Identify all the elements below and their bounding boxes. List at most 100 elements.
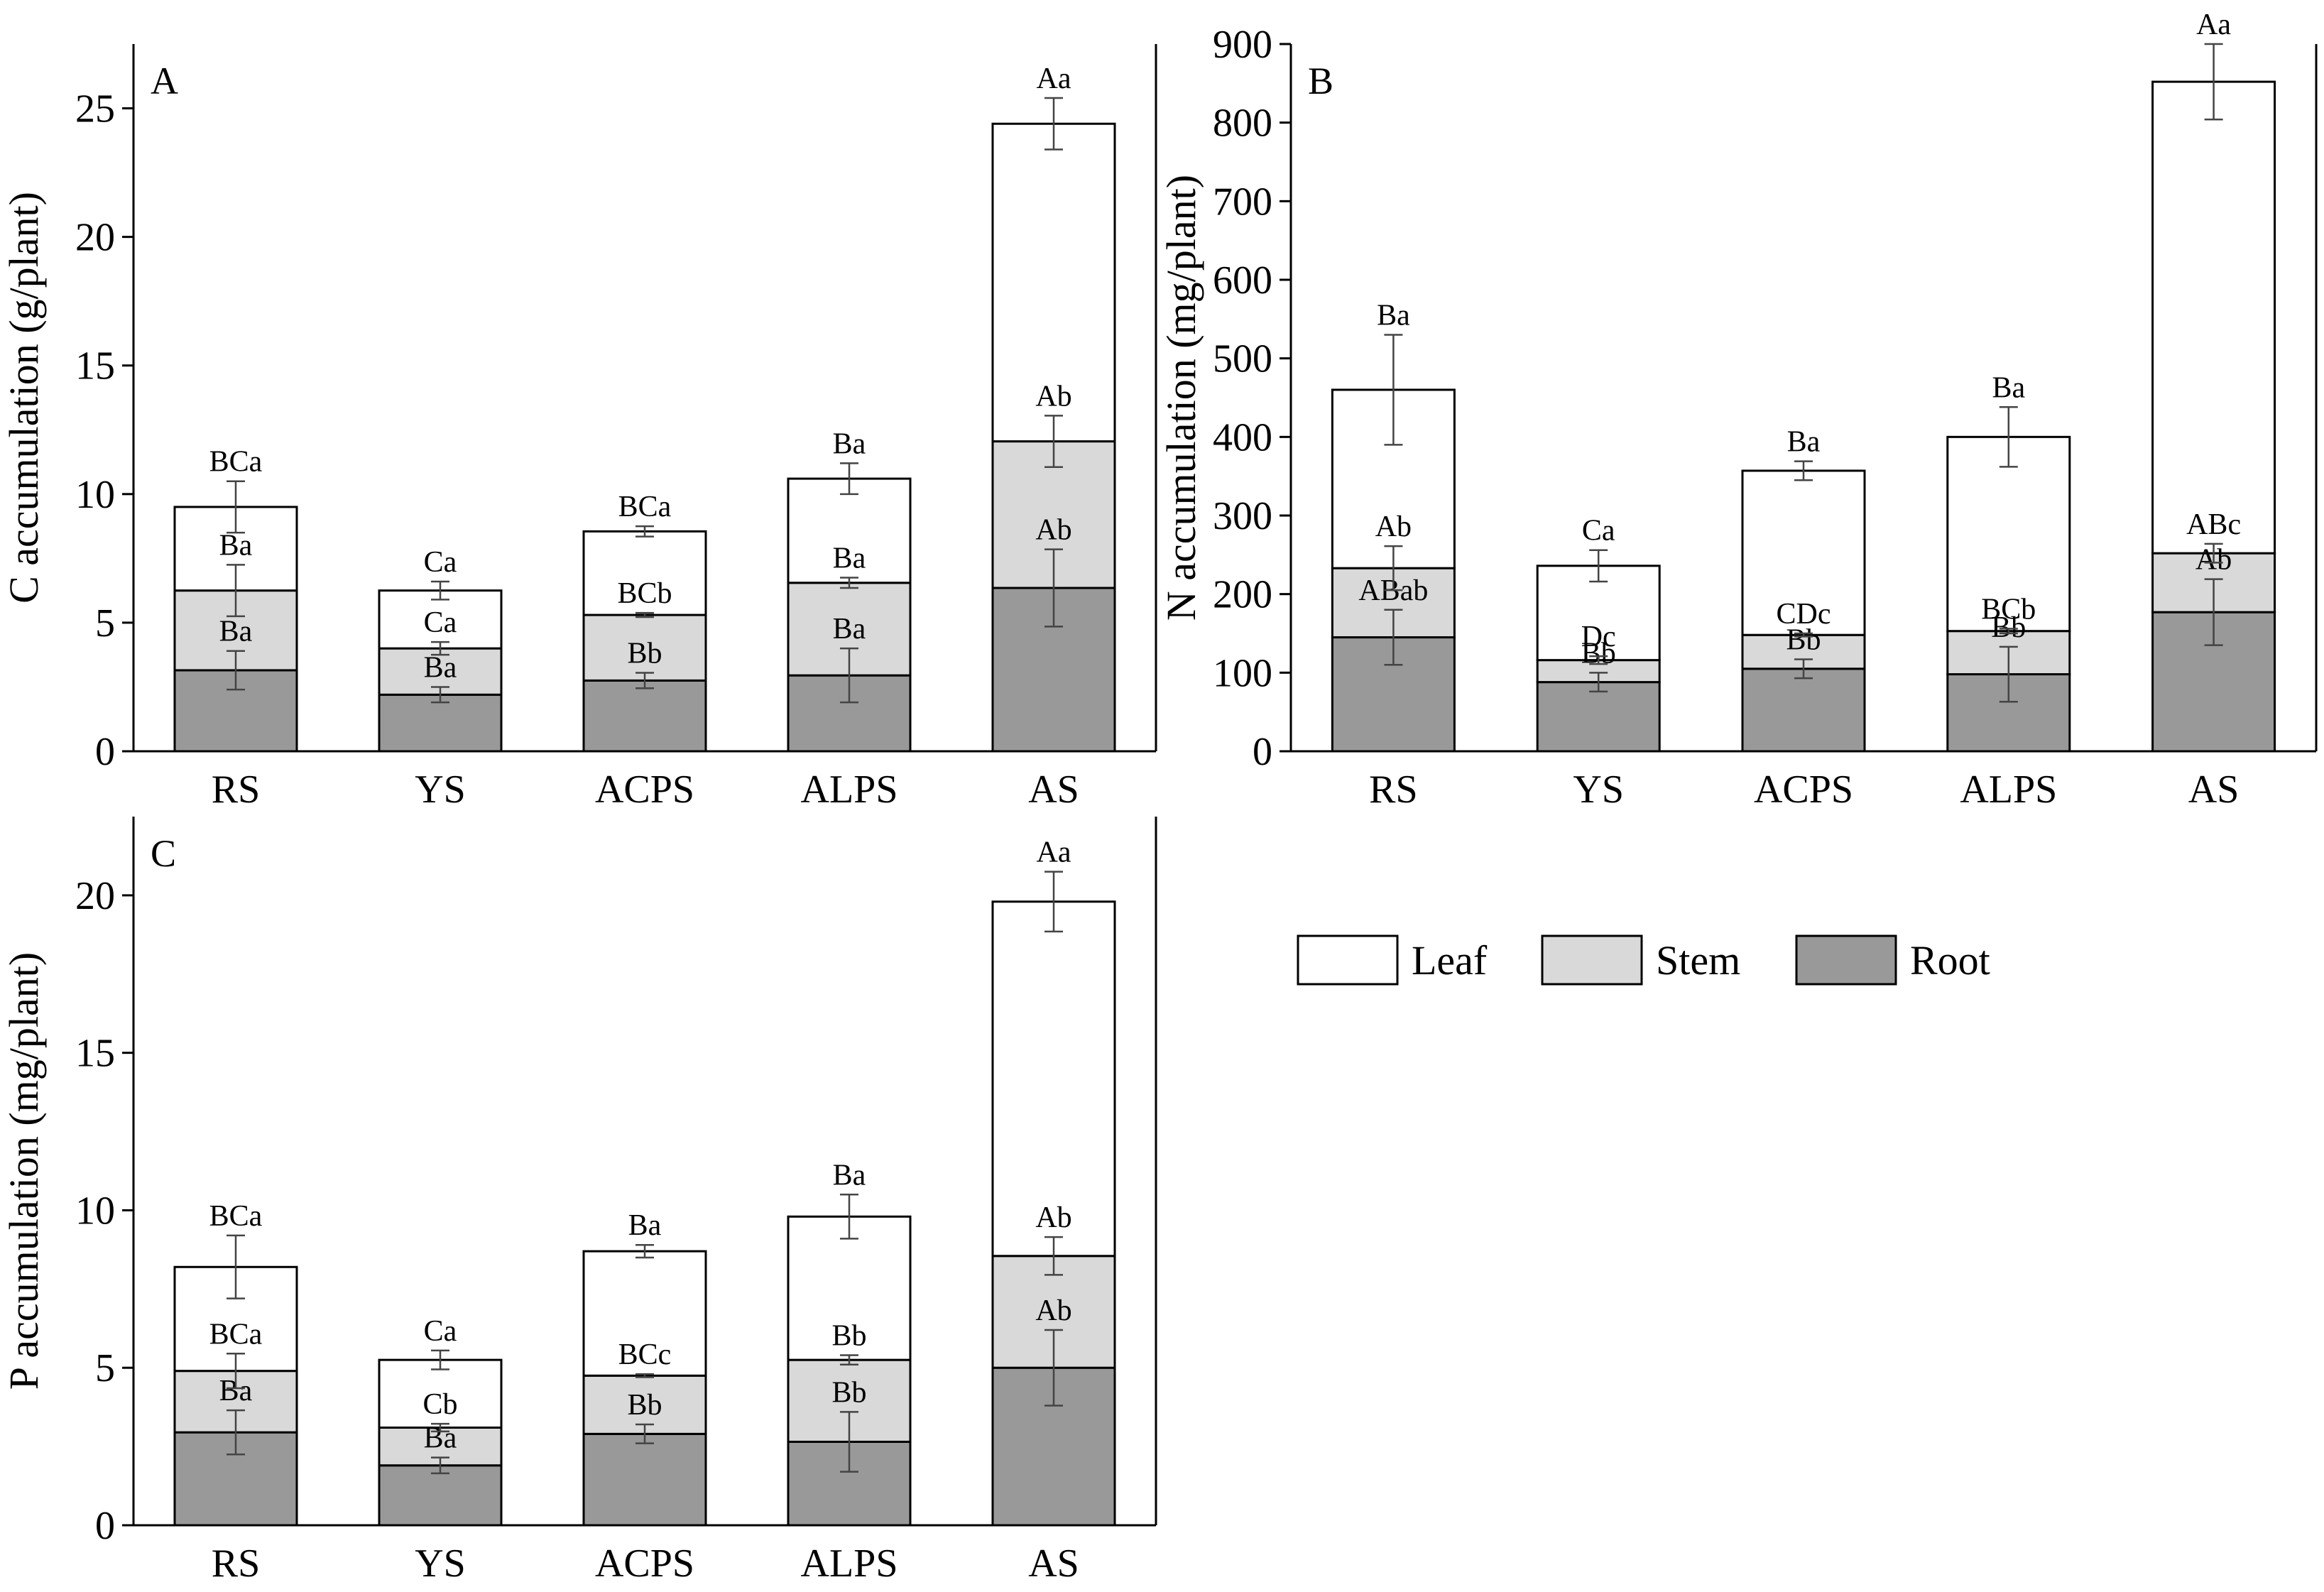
error-bar-stem-acps <box>635 611 654 618</box>
error-bar-root-ys <box>431 686 449 704</box>
y-tick-label: 25 <box>75 87 115 131</box>
sig-label-leaf-ys: Ca <box>1582 515 1615 547</box>
error-bar-stem-rs <box>1384 545 1403 591</box>
sig-label-leaf-acps: Ba <box>628 1209 662 1242</box>
y-tick-label: 0 <box>95 730 115 774</box>
error-bar-stem-as <box>1044 415 1063 469</box>
error-bar-stem-acps <box>1794 632 1813 638</box>
bar-root-as <box>2151 611 2276 753</box>
legend-item-leaf: Leaf <box>1297 934 1488 986</box>
error-bar-leaf-acps <box>1794 460 1813 481</box>
sig-label-root-alps: Bb <box>1991 611 2026 644</box>
error-bar-stem-ys <box>1589 655 1608 665</box>
error-bar-root-as <box>1044 1329 1063 1407</box>
x-tick-label-alps: ALPS <box>1960 768 2057 812</box>
sig-label-stem-as: ABc <box>2186 508 2241 541</box>
sig-label-leaf-alps: Ba <box>833 427 866 460</box>
sig-label-root-acps: Bb <box>627 638 662 670</box>
sig-label-root-alps: Ba <box>833 613 866 645</box>
y-tick-label: 15 <box>75 344 115 388</box>
sig-label-leaf-acps: BCa <box>618 491 672 523</box>
chart-panel-a: Ba Ba BCa Ba Ca Ca Bb BCb BCa Ba Ba Ba Ab Ab Aa 0 5 10 15 2… <box>1 44 1157 812</box>
sig-label-stem-acps: BCc <box>618 1339 672 1371</box>
error-bar-root-alps <box>1999 645 2018 703</box>
sig-label-leaf-alps: Ba <box>1992 371 2025 404</box>
error-bar-leaf-ys <box>431 580 449 601</box>
error-bar-leaf-ys <box>1589 549 1608 583</box>
y-tick-label: 20 <box>75 216 115 260</box>
x-tick-label-ys: YS <box>1573 768 1624 812</box>
sig-label-root-acps: Bb <box>1786 624 1821 657</box>
legend-label-leaf: Leaf <box>1412 937 1488 983</box>
bar-leaf-alps <box>787 477 912 584</box>
y-tick-label: 15 <box>75 1032 115 1076</box>
error-bar-root-acps <box>635 672 654 689</box>
sig-label-leaf-as: Aa <box>1037 836 1071 869</box>
error-bar-leaf-as <box>1044 97 1063 151</box>
error-bar-stem-acps <box>635 1373 654 1378</box>
y-tick-label: 500 <box>1213 337 1272 381</box>
legend: Leaf Stem Root <box>1297 934 1990 986</box>
bar-root-acps <box>582 1432 707 1527</box>
legend-label-stem: Stem <box>1656 937 1740 983</box>
bar-root-acps <box>582 679 707 753</box>
y-tick-label: 400 <box>1213 415 1272 459</box>
sig-label-stem-as: Ab <box>1035 380 1071 413</box>
x-tick-label-acps: ACPS <box>1754 768 1853 812</box>
error-bar-root-as <box>1044 548 1063 628</box>
chart-panel-c: BaBCaBCaBaCbCaBbBCcBaBbBbBaAbAbAa0510152… <box>1 817 1157 1586</box>
x-tick-label-as: AS <box>1028 768 1079 812</box>
x-tick-label-as: AS <box>2188 768 2240 812</box>
legend-item-root: Root <box>1795 934 1990 986</box>
error-bar-root-alps <box>840 647 858 704</box>
y-tick-label: 10 <box>75 473 115 517</box>
y-tick-label: 800 <box>1213 102 1272 146</box>
y-tick-label: 300 <box>1213 494 1272 538</box>
x-tick-label-acps: ACPS <box>595 768 694 812</box>
sig-label-leaf-as: Aa <box>1037 62 1071 95</box>
y-tick-label: 20 <box>75 874 115 918</box>
sig-label-stem-ys: Cb <box>422 1388 457 1421</box>
sig-label-stem-ys: Dc <box>1581 621 1616 653</box>
panel-letter: A <box>151 60 178 102</box>
error-bar-leaf-acps <box>635 525 654 538</box>
sig-label-stem-alps: Ba <box>833 543 866 575</box>
x-tick-label-rs: RS <box>212 768 261 812</box>
bar-leaf-acps <box>1741 469 1866 636</box>
error-bar-leaf-alps <box>840 1194 858 1240</box>
y-tick-label: 5 <box>95 601 115 645</box>
y-tick-label: 0 <box>95 1504 115 1548</box>
sig-label-leaf-rs: BCa <box>209 446 263 479</box>
panel-letter: C <box>151 832 176 875</box>
x-tick-label-alps: ALPS <box>801 768 898 812</box>
bar-root-ys <box>378 1464 503 1527</box>
sig-label-root-as: Ab <box>1035 1294 1071 1327</box>
y-tick-label: 900 <box>1213 23 1272 67</box>
bar-leaf-alps <box>787 1215 912 1361</box>
error-bar-leaf-rs <box>227 1234 245 1299</box>
error-bar-root-acps <box>1794 658 1813 680</box>
y-tick-label: 200 <box>1213 573 1272 617</box>
sig-label-leaf-rs: BCa <box>209 1200 263 1233</box>
bar-root-ys <box>378 693 503 753</box>
chart-panel-b: ABabAbBaBbDcCaBbCDcBaBbBCbBaAbABcAa01002… <box>1158 9 2318 812</box>
error-bar-root-as <box>2204 578 2223 646</box>
bar-leaf-as <box>2151 80 2276 555</box>
error-bar-stem-as <box>1044 1236 1063 1276</box>
sig-label-leaf-ys: Ca <box>424 546 457 579</box>
y-tick-label: 10 <box>75 1189 115 1233</box>
x-tick-label-rs: RS <box>1369 768 1418 812</box>
sig-label-root-alps: Bb <box>831 1376 866 1409</box>
error-bar-root-rs <box>227 650 245 691</box>
error-bar-leaf-as <box>1044 871 1063 933</box>
sig-label-leaf-rs: Ba <box>1377 299 1410 332</box>
sig-label-stem-as: Ab <box>1035 1201 1071 1234</box>
sig-label-stem-ys: Ca <box>424 606 457 639</box>
sig-label-leaf-ys: Ca <box>424 1315 457 1348</box>
x-tick-label-alps: ALPS <box>801 1542 898 1586</box>
sig-label-stem-rs: Ba <box>219 529 253 562</box>
y-tick-label: 100 <box>1213 651 1272 695</box>
sig-label-leaf-alps: Ba <box>833 1159 866 1192</box>
bar-leaf-as <box>991 900 1116 1258</box>
